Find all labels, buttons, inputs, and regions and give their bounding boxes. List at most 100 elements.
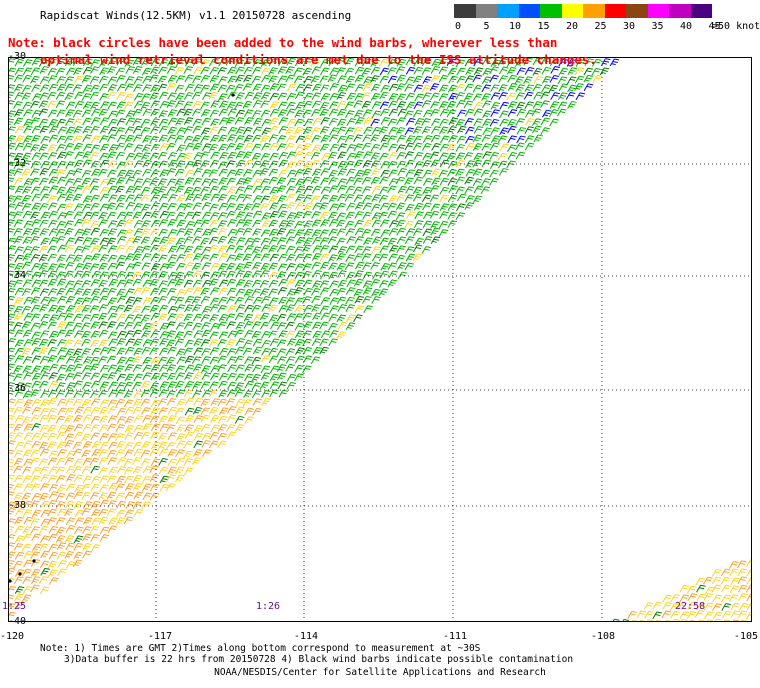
wind-barb <box>23 125 33 134</box>
wind-barb <box>455 83 466 92</box>
wind-barb <box>98 516 109 525</box>
wind-barb <box>303 228 314 237</box>
wind-barb <box>337 185 347 193</box>
wind-barb <box>379 270 390 279</box>
wind-barb <box>13 101 23 109</box>
wind-barb <box>64 193 75 202</box>
wind-barb <box>447 203 458 212</box>
wind-barb <box>149 304 160 313</box>
wind-barb <box>329 280 339 289</box>
wind-barb <box>107 449 117 458</box>
wind-barb <box>320 312 331 321</box>
wind-barb <box>99 59 109 67</box>
wind-barb <box>455 212 466 220</box>
wind-barb <box>192 193 202 202</box>
wind-barb <box>362 58 372 67</box>
wind-barb <box>345 314 356 322</box>
wind-barb <box>286 382 296 390</box>
wind-barb <box>235 92 245 100</box>
wind-barb <box>430 92 440 101</box>
wind-barb <box>319 229 329 238</box>
wind-barb <box>192 118 203 127</box>
wind-barb <box>311 211 321 219</box>
wind-barb <box>652 601 663 610</box>
wind-barb <box>98 304 109 312</box>
wind-barb <box>98 492 109 501</box>
wind-barb <box>98 449 109 457</box>
wind-barb <box>286 93 297 101</box>
wind-barb <box>30 144 40 152</box>
wind-barb <box>176 108 186 117</box>
wind-barb <box>404 246 415 255</box>
wind-barb <box>285 348 296 356</box>
wind-barb <box>47 288 58 297</box>
wind-barb <box>192 58 203 67</box>
wind-barb <box>387 160 397 169</box>
wind-barb <box>8 338 16 345</box>
wind-barb <box>123 381 134 390</box>
wind-barb <box>90 220 100 229</box>
wind-barb <box>158 219 169 227</box>
wind-barb <box>99 399 110 408</box>
wind-barb <box>344 134 355 143</box>
wind-barb <box>167 432 178 440</box>
wind-barb <box>132 169 142 178</box>
wind-barb <box>226 210 236 219</box>
wind-barb <box>40 550 50 559</box>
wind-barb <box>310 356 321 365</box>
contamination-marker <box>8 579 12 583</box>
wind-barb <box>251 304 261 313</box>
wind-barb <box>47 297 57 305</box>
wind-barb <box>278 253 288 262</box>
wind-barb <box>73 67 83 76</box>
wind-barb <box>174 168 185 177</box>
wind-barb <box>64 83 75 92</box>
wind-barb <box>252 210 263 219</box>
wind-barb <box>311 100 322 109</box>
wind-barb <box>98 356 108 364</box>
wind-barb <box>269 186 280 195</box>
wind-barb <box>64 220 74 229</box>
wind-barb <box>200 59 211 67</box>
wind-barb <box>336 91 347 100</box>
wind-barb <box>83 143 93 152</box>
wind-barb <box>261 348 271 356</box>
wind-barb <box>541 75 552 84</box>
wind-barb <box>132 482 143 491</box>
wind-barb <box>108 441 118 450</box>
wind-barb <box>116 457 127 465</box>
wind-barb <box>371 101 382 109</box>
wind-barb <box>91 448 102 457</box>
wind-barb <box>353 186 363 195</box>
wind-barb <box>320 177 330 186</box>
wind-barb <box>456 100 466 108</box>
wind-barb <box>175 304 186 312</box>
attitude-note-line-1: Note: black circles have been added to t… <box>8 35 558 50</box>
wind-barb <box>176 228 186 236</box>
wind-barb <box>106 491 117 500</box>
wind-barb <box>234 245 244 254</box>
wind-barb <box>550 92 560 100</box>
wind-barb <box>721 603 731 611</box>
wind-barb <box>167 305 178 314</box>
wind-barb <box>90 66 100 75</box>
wind-barb <box>268 117 279 126</box>
wind-barb <box>344 220 355 229</box>
wind-barb <box>22 509 33 517</box>
wind-barb <box>414 161 424 169</box>
wind-barb <box>302 355 313 364</box>
wind-barb <box>252 314 263 322</box>
wind-barb <box>40 500 50 509</box>
wind-barb <box>30 177 40 186</box>
wind-barb <box>183 347 193 356</box>
wind-barb <box>209 347 220 355</box>
wind-barb <box>99 67 109 76</box>
wind-barb <box>200 414 211 423</box>
wind-barb <box>82 262 92 271</box>
wind-barb <box>56 355 66 364</box>
wind-barb <box>361 168 372 177</box>
wind-barb <box>13 423 23 432</box>
wind-barb <box>125 110 136 119</box>
wind-barb <box>371 168 381 176</box>
wind-barb <box>269 202 279 211</box>
